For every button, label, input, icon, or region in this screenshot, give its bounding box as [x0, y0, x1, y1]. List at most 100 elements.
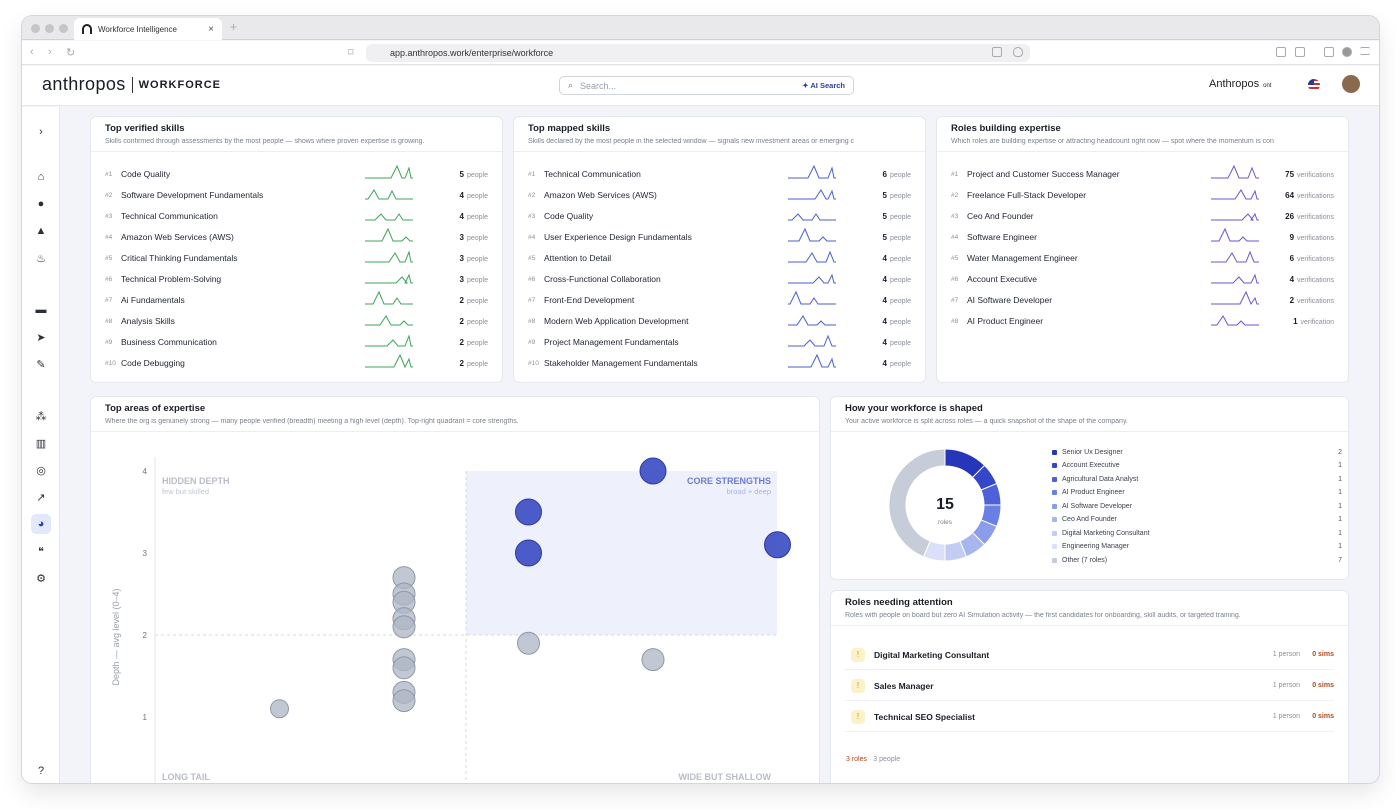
- count: 5 people: [460, 170, 488, 179]
- list-item[interactable]: #4 Software Engineer 9 verifications: [951, 227, 1334, 244]
- list-item[interactable]: #2 Amazon Web Services (AWS) 5 people: [528, 188, 911, 202]
- app-logo[interactable]: anthropos WORKFORCE: [42, 74, 221, 95]
- count-unit: people: [466, 171, 488, 179]
- menu-icon[interactable]: [1360, 47, 1370, 55]
- workforce-pie-icon[interactable]: ◕: [31, 514, 51, 534]
- list-item[interactable]: #9 Business Communication 2 people: [105, 334, 488, 349]
- list-item[interactable]: #8 Modern Web Application Development 4 peo…: [528, 314, 911, 328]
- close-window-dot[interactable]: [31, 24, 40, 33]
- scatter-point[interactable]: [764, 531, 791, 559]
- legend-item[interactable]: Agricultural Data Analyst 1: [1052, 473, 1342, 485]
- count-value: 3: [459, 274, 464, 284]
- scatter-point[interactable]: [392, 689, 416, 713]
- chat-icon[interactable]: ❝: [38, 545, 44, 558]
- list-item[interactable]: #3 Technical Communication 4 people: [105, 209, 488, 223]
- list-item[interactable]: #5 Critical Thinking Fundamentals 3 people: [105, 250, 488, 265]
- scatter-point[interactable]: [515, 498, 542, 526]
- back-icon[interactable]: ‹: [30, 46, 34, 58]
- tab-close-icon[interactable]: ×: [208, 23, 214, 35]
- target-icon[interactable]: ◎: [36, 464, 46, 477]
- attention-row[interactable]: ! Technical SEO Specialist 1 person 0 sims: [845, 702, 1334, 732]
- expand-sidebar-icon[interactable]: ›: [39, 126, 43, 138]
- sparkline: [365, 213, 413, 221]
- list-item[interactable]: #2 Software Development Fundamentals 4 peop…: [105, 188, 488, 202]
- minimize-window-dot[interactable]: [45, 24, 54, 33]
- user-avatar[interactable]: [1342, 75, 1360, 93]
- team-icon[interactable]: ⁂: [35, 410, 47, 423]
- list-item[interactable]: #10 Stakeholder Management Fundamentals 4 p…: [528, 353, 911, 370]
- list-item[interactable]: #4 User Experience Design Fundamentals 5 pe…: [528, 227, 911, 244]
- browser-tab[interactable]: Workforce Intelligence ×: [74, 18, 222, 40]
- sidebar-toggle-icon[interactable]: [1324, 47, 1334, 57]
- list-item[interactable]: #1 Project and Customer Success Manager 75…: [951, 164, 1334, 181]
- zoom-window-dot[interactable]: [59, 24, 68, 33]
- extensions-icon[interactable]: [1276, 47, 1286, 57]
- ai-search-button[interactable]: ✦ AI Search: [802, 81, 845, 90]
- scatter-point[interactable]: [639, 457, 667, 485]
- list-item[interactable]: #3 Code Quality 5 people: [528, 209, 911, 223]
- person-icon[interactable]: ●: [37, 198, 45, 210]
- profile-icon[interactable]: [1342, 47, 1352, 57]
- legend-item[interactable]: Digital Marketing Consultant 1: [1052, 527, 1342, 539]
- list-item[interactable]: #6 Cross-Functional Collaboration 4 people: [528, 272, 911, 286]
- gamepad-icon[interactable]: ▬: [35, 304, 47, 316]
- sparkline: [1211, 164, 1259, 179]
- legend-item[interactable]: Ceo And Founder 1: [1052, 514, 1342, 526]
- shield-icon[interactable]: [1013, 47, 1023, 57]
- scatter-point[interactable]: [515, 539, 542, 567]
- list-item[interactable]: #8 AI Product Engineer 1 verification: [951, 314, 1334, 328]
- list-item[interactable]: #6 Technical Problem-Solving 3 people: [105, 272, 488, 286]
- legend-item[interactable]: Account Executive 1: [1052, 460, 1342, 472]
- list-item[interactable]: #5 Attention to Detail 4 people: [528, 250, 911, 265]
- flame-icon[interactable]: ♨: [36, 252, 46, 265]
- legend-swatch: [1052, 544, 1057, 549]
- analytics-icon[interactable]: ↗: [36, 491, 46, 504]
- wallet-icon[interactable]: [1295, 47, 1305, 57]
- list-item[interactable]: #2 Freelance Full-Stack Developer 64 verifi…: [951, 188, 1334, 202]
- share-icon[interactable]: [992, 47, 1002, 57]
- address-bar[interactable]: app.anthropos.work/enterprise/workforce: [366, 44, 1030, 62]
- scatter-point[interactable]: [517, 631, 540, 655]
- list-item[interactable]: #4 Amazon Web Services (AWS) 3 people: [105, 227, 488, 244]
- list-item[interactable]: #7 Front-End Development 4 people: [528, 290, 911, 307]
- library-icon[interactable]: ▥: [35, 437, 47, 450]
- help-icon[interactable]: ?: [37, 765, 45, 777]
- list-item[interactable]: #1 Code Quality 5 people: [105, 164, 488, 181]
- org-switcher[interactable]: Anthropos ont: [1209, 78, 1272, 90]
- scatter-point[interactable]: [392, 656, 416, 680]
- legend-item[interactable]: AI Software Developer 1: [1052, 500, 1342, 512]
- list-item[interactable]: #5 Water Management Engineer 6 verification…: [951, 250, 1334, 265]
- feather-icon[interactable]: ✎: [36, 358, 46, 371]
- forward-icon[interactable]: ›: [48, 46, 52, 58]
- sparkline-path: [788, 290, 836, 305]
- bookmark-icon[interactable]: ⌑: [348, 47, 354, 59]
- list-item[interactable]: #9 Project Management Fundamentals 4 people: [528, 334, 911, 349]
- legend-item[interactable]: AI Product Engineer 1: [1052, 487, 1342, 499]
- legend-item[interactable]: Senior Ux Designer 2: [1052, 446, 1342, 458]
- list-item[interactable]: #7 AI Software Developer 2 verifications: [951, 290, 1334, 307]
- shapes-icon[interactable]: ▲: [35, 225, 47, 237]
- settings-icon[interactable]: ⚙: [36, 572, 46, 585]
- reload-icon[interactable]: ↻: [66, 47, 76, 59]
- us-flag-icon[interactable]: [1308, 79, 1320, 91]
- list-item[interactable]: #8 Analysis Skills 2 people: [105, 314, 488, 328]
- roles-needing-attention-card: Roles needing attention Roles with peopl…: [830, 590, 1349, 783]
- list-item[interactable]: #3 Ceo And Founder 26 verifications: [951, 209, 1334, 223]
- new-tab-icon[interactable]: +: [230, 20, 238, 34]
- list-item[interactable]: #6 Account Executive 4 verifications: [951, 272, 1334, 286]
- send-icon[interactable]: ➤: [36, 331, 46, 344]
- legend-item[interactable]: Other (7 roles) 7: [1052, 554, 1342, 566]
- list-item[interactable]: #1 Technical Communication 6 people: [528, 164, 911, 181]
- search-input[interactable]: ⌕ Search... ✦ AI Search: [559, 76, 854, 95]
- scatter-point[interactable]: [641, 648, 665, 672]
- home-icon[interactable]: ⌂: [37, 171, 45, 183]
- list-item[interactable]: #7 Ai Fundamentals 2 people: [105, 290, 488, 307]
- attention-row[interactable]: ! Sales Manager 1 person 0 sims: [845, 671, 1334, 701]
- donut-segment[interactable]: [888, 448, 946, 558]
- scatter-point[interactable]: [270, 699, 289, 719]
- attention-row[interactable]: ! Digital Marketing Consultant 1 person 0 s…: [845, 640, 1334, 670]
- list-item[interactable]: #10 Code Debugging 2 people: [105, 353, 488, 370]
- legend-item[interactable]: Engineering Manager 1: [1052, 541, 1342, 553]
- card-title: Roles building expertise: [951, 123, 1061, 134]
- scatter-point[interactable]: [392, 615, 416, 639]
